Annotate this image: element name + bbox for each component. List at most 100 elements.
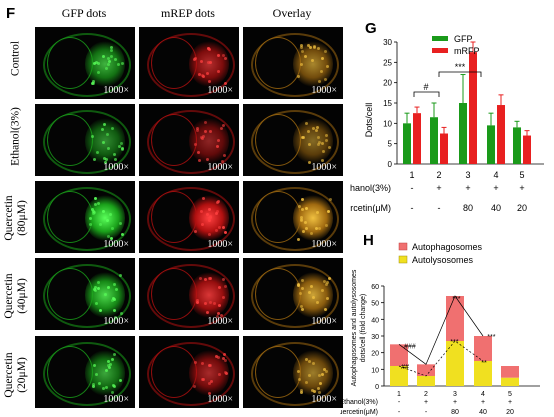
cell-outline xyxy=(43,110,131,174)
puncta-dot xyxy=(118,378,122,382)
puncta-cloud xyxy=(293,272,333,318)
puncta-dot xyxy=(216,210,220,214)
h-ethanol-mark: + xyxy=(508,399,512,406)
h-y-tick-label: 0 xyxy=(375,384,379,391)
puncta-dot xyxy=(102,210,106,214)
puncta-dot xyxy=(222,356,226,360)
panel-h-chart: 0102030405060#####***********1--2+-3+804… xyxy=(340,242,540,416)
puncta-dot xyxy=(103,123,107,127)
puncta-dot xyxy=(224,359,228,363)
puncta-dot xyxy=(223,56,227,60)
puncta-dot xyxy=(304,122,308,126)
puncta-dot xyxy=(200,136,204,140)
puncta-dot xyxy=(98,381,102,385)
puncta-dot xyxy=(113,57,117,61)
h-ethanol-mark: + xyxy=(481,399,485,406)
cell-outline xyxy=(43,33,131,97)
panel-h-ylabel-line2: dots/cell (fold change) xyxy=(360,294,367,362)
magnification-label: 1000× xyxy=(103,85,129,96)
puncta-dot xyxy=(92,382,96,386)
puncta-dot xyxy=(323,50,327,54)
g-y-tick-label: 15 xyxy=(383,99,392,108)
puncta-dot xyxy=(216,144,220,148)
magnification-label: 1000× xyxy=(207,239,233,250)
panel-g-ylabel: Dots/cell xyxy=(364,103,374,138)
puncta-dot xyxy=(320,142,324,146)
h-ethanol-mark: + xyxy=(453,399,457,406)
puncta-dot xyxy=(106,56,110,60)
puncta-dot xyxy=(208,215,212,219)
h-bar-autolysosomes xyxy=(390,366,408,386)
g-quercetin-mark: - xyxy=(438,203,441,213)
magnification-label: 1000× xyxy=(103,239,129,250)
puncta-dot xyxy=(200,362,204,366)
puncta-dot xyxy=(215,229,219,233)
g-y-tick-label: 5 xyxy=(388,140,393,149)
micrograph-quercetin-40-overlay: 1000× xyxy=(243,258,343,330)
puncta-dot xyxy=(204,129,208,133)
puncta-dot xyxy=(117,62,121,66)
h-annotation: *** xyxy=(450,339,458,346)
puncta-dot xyxy=(110,54,114,58)
puncta-dot xyxy=(208,48,211,52)
panel-h-ylabel-line1: Autophagosomes and autolysosomes xyxy=(351,269,358,386)
puncta-dot xyxy=(216,69,220,73)
puncta-dot xyxy=(110,46,114,50)
puncta-dot xyxy=(311,361,315,365)
puncta-dot xyxy=(114,158,118,162)
puncta-dot xyxy=(96,287,100,291)
g-x-label: 1 xyxy=(409,170,414,180)
puncta-dot xyxy=(323,368,327,372)
puncta-dot xyxy=(208,61,212,65)
sig-label-star: *** xyxy=(455,62,466,72)
puncta-dot xyxy=(323,78,327,82)
magnification-label: 1000× xyxy=(103,316,129,327)
g-quercetin-mark: - xyxy=(411,203,414,213)
h-y-tick-label: 60 xyxy=(371,284,379,291)
h-quercetin-mark: - xyxy=(425,409,428,416)
puncta-dot xyxy=(327,145,331,149)
puncta-dot xyxy=(215,315,219,319)
g-quercetin-mark: 20 xyxy=(517,203,527,213)
puncta-dot xyxy=(104,66,108,70)
puncta-dot xyxy=(308,161,312,165)
puncta-dot xyxy=(217,199,221,203)
magnification-label: 1000× xyxy=(103,394,129,405)
puncta-dot xyxy=(324,307,328,311)
puncta-dot xyxy=(223,230,227,234)
micrograph-ethanol-gfp: 1000× xyxy=(35,104,135,176)
h-x-label: 1 xyxy=(397,391,401,398)
puncta-dot xyxy=(318,226,322,230)
puncta-dot xyxy=(114,315,118,319)
micrograph-control-gfp: 1000× xyxy=(35,27,135,99)
micrograph-quercetin-40-mrfp: 1000× xyxy=(139,258,239,330)
g-bar-mrfp xyxy=(497,105,505,164)
h-quercetin-mark: 40 xyxy=(479,409,487,416)
puncta-dot xyxy=(193,385,197,389)
puncta-dot xyxy=(297,74,301,78)
row-label-ethanol: Ethanol(3%) xyxy=(9,107,22,166)
puncta-dot xyxy=(195,126,199,130)
sig-bracket-1-2 xyxy=(413,91,440,97)
puncta-dot xyxy=(300,390,304,394)
puncta-dot xyxy=(201,378,205,382)
puncta-dot xyxy=(114,288,118,292)
puncta-dot xyxy=(113,152,117,156)
puncta-dot xyxy=(224,372,228,376)
puncta-dot xyxy=(93,203,97,207)
puncta-dot xyxy=(119,311,123,315)
puncta-dot xyxy=(105,133,109,137)
puncta-dot xyxy=(315,129,319,133)
h-annotation: *** xyxy=(487,334,495,341)
magnification-label: 1000× xyxy=(311,316,337,327)
puncta-dot xyxy=(208,363,212,367)
puncta-dot xyxy=(315,125,319,129)
column-header-gfp: GFP dots xyxy=(61,6,107,20)
puncta-dot xyxy=(208,129,212,133)
row-label-quercetin-40: Quercetin (40μM) xyxy=(3,273,28,319)
puncta-dot xyxy=(96,280,100,284)
puncta-dot xyxy=(110,391,114,395)
puncta-dot xyxy=(301,197,305,201)
puncta-dot xyxy=(305,381,309,384)
puncta-dot xyxy=(308,373,312,377)
